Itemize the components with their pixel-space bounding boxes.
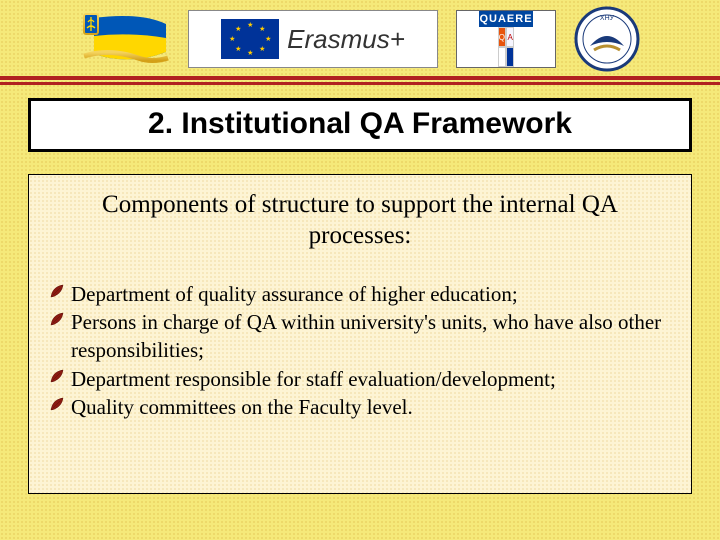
erasmus-plus-logo: ★ ★ ★ ★ ★ ★ ★ ★ Erasmus+ xyxy=(188,10,438,68)
content-panel: Components of structure to support the i… xyxy=(28,174,692,494)
list-item: Persons in charge of QA within universit… xyxy=(49,308,671,365)
content-subtitle: Components of structure to support the i… xyxy=(49,189,671,252)
bullet-list: Department of quality assurance of highe… xyxy=(49,280,671,422)
list-item: Department responsible for staff evaluat… xyxy=(49,365,671,393)
list-item-text: Persons in charge of QA within universit… xyxy=(71,308,671,365)
list-item-text: Department responsible for staff evaluat… xyxy=(71,365,671,393)
quaere-label: QUAERE xyxy=(479,11,532,27)
leaf-bullet-icon xyxy=(49,283,65,299)
list-item: Department of quality assurance of highe… xyxy=(49,280,671,308)
list-item-text: Department of quality assurance of highe… xyxy=(71,280,671,308)
leaf-bullet-icon xyxy=(49,396,65,412)
erasmus-text: Erasmus+ xyxy=(287,24,405,55)
quaere-logo: QUAERE Q A xyxy=(456,10,556,68)
header-logos-band: ★ ★ ★ ★ ★ ★ ★ ★ Erasmus+ QUAERE Q A ХНУ xyxy=(0,0,720,80)
leaf-bullet-icon xyxy=(49,311,65,327)
slide-title: 2. Institutional QA Framework xyxy=(41,107,679,141)
ukraine-flag-logo xyxy=(80,8,170,70)
eu-flag-icon: ★ ★ ★ ★ ★ ★ ★ ★ xyxy=(221,19,279,59)
list-item: Quality committees on the Faculty level. xyxy=(49,393,671,421)
svg-text:ХНУ: ХНУ xyxy=(600,15,615,22)
leaf-bullet-icon xyxy=(49,368,65,384)
slide-title-box: 2. Institutional QA Framework xyxy=(28,98,692,152)
list-item-text: Quality committees on the Faculty level. xyxy=(71,393,671,421)
university-seal-logo: ХНУ xyxy=(574,6,640,72)
